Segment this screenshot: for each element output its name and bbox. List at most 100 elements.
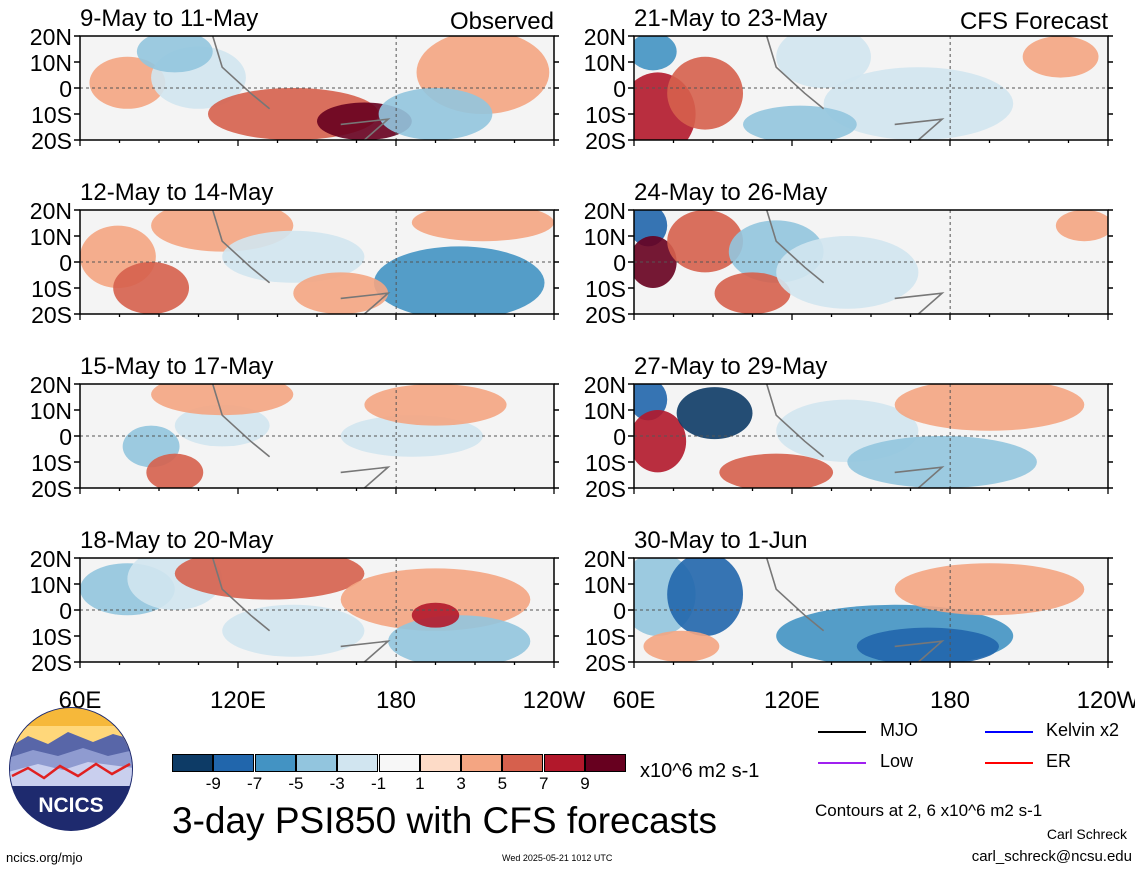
colorbar-tick-label: 1 — [415, 774, 425, 793]
lat-label: 0 — [613, 424, 626, 450]
panel-dates: 12-May to 14-May — [80, 179, 273, 206]
colorbar-swatch — [543, 754, 585, 772]
lat-label: 20S — [31, 302, 72, 328]
lat-label: 20N — [584, 198, 626, 224]
legend-low-label: Low — [880, 751, 914, 771]
site-link[interactable]: ncics.org/mjo — [6, 850, 83, 865]
lat-label: 10S — [31, 624, 72, 650]
coastline — [211, 384, 391, 488]
coastline — [765, 36, 945, 140]
colorbar-tick-label: -7 — [247, 774, 263, 793]
lat-label: 20N — [30, 372, 72, 398]
coastline — [211, 36, 391, 140]
coastline — [765, 210, 945, 314]
colorbar-units: x10^6 m2 s-1 — [640, 760, 760, 782]
panel-dates: 9-May to 11-May — [80, 5, 258, 32]
legend-low-line — [818, 762, 866, 764]
anomaly-shading — [80, 558, 531, 662]
legend-er-line — [985, 762, 1033, 764]
colorbar-swatch — [295, 754, 337, 772]
colorbar-tick-label: 5 — [497, 774, 508, 793]
lat-label: 10S — [585, 276, 626, 302]
panel-tag: CFS Forecast — [960, 8, 1108, 35]
colorbar-swatch — [585, 754, 626, 772]
legend-kelvin-label: Kelvin x2 — [1046, 720, 1120, 740]
colorbar-swatch — [502, 754, 544, 772]
lat-label: 20S — [31, 650, 72, 676]
lon-label: 120E — [210, 687, 266, 710]
figure-title: 3-day PSI850 with CFS forecasts — [172, 800, 717, 841]
colorbar-swatch — [378, 754, 420, 772]
colorbar-swatch — [337, 754, 379, 772]
lat-label: 20S — [585, 476, 626, 502]
lat-label: 20S — [31, 476, 72, 502]
colorbar-tick-label: -5 — [288, 774, 304, 793]
logo-text: NCICS — [38, 794, 103, 817]
lat-label: 0 — [613, 76, 626, 102]
lat-label: 20N — [584, 546, 626, 572]
lat-label: 10S — [585, 624, 626, 650]
legend-mjo-line — [818, 731, 866, 733]
lat-label: 20S — [585, 302, 626, 328]
lat-label: 20S — [585, 650, 626, 676]
timestamp: Wed 2025-05-21 1012 UTC — [502, 853, 613, 863]
lat-label: 0 — [613, 250, 626, 276]
anomaly-shading — [634, 384, 1085, 488]
lat-label: 10S — [585, 450, 626, 476]
lat-label: 0 — [59, 250, 72, 276]
colorbar-tick-label: -9 — [205, 774, 221, 793]
lat-label: 0 — [59, 598, 72, 624]
colorbar-tick-label: -3 — [329, 774, 345, 793]
legend-er-label: ER — [1046, 751, 1072, 771]
panel-dates: 30-May to 1-Jun — [634, 527, 807, 554]
anomaly-shading — [634, 210, 1108, 314]
lat-label: 0 — [59, 76, 72, 102]
anomaly-shading — [634, 36, 1099, 140]
lat-label: 20N — [30, 198, 72, 224]
lat-label: 10S — [31, 276, 72, 302]
colorbar-tick-label: -1 — [370, 774, 387, 793]
legend-kelvin-line — [985, 731, 1033, 733]
lat-label: 10N — [30, 224, 72, 250]
lat-label: 0 — [59, 424, 72, 450]
lat-label: 10N — [584, 224, 626, 250]
panel-dates: 21-May to 23-May — [634, 5, 827, 32]
contours-note: Contours at 2, 6 x10^6 m2 s-1 — [815, 801, 1043, 820]
colorbar-tick-label: 3 — [456, 774, 466, 793]
colorbar-swatch — [172, 754, 213, 772]
lon-label: 120E — [764, 687, 820, 710]
lat-label: 10N — [30, 50, 72, 76]
anomaly-shading — [634, 558, 1085, 662]
lat-label: 10N — [584, 572, 626, 598]
lat-label: 10S — [31, 450, 72, 476]
lon-label: 120W — [523, 687, 586, 710]
lat-label: 10N — [30, 572, 72, 598]
ncics-logo: NCICS — [9, 707, 133, 831]
colorbar-tick-label: 7 — [538, 774, 549, 793]
panel-dates: 18-May to 20-May — [80, 527, 273, 554]
coastline — [211, 558, 391, 662]
panel-dates: 15-May to 17-May — [80, 353, 273, 380]
lat-label: 20N — [584, 372, 626, 398]
lat-label: 10S — [31, 102, 72, 128]
legend-mjo-label: MJO — [880, 720, 918, 740]
author-email: carl_schreck@ncsu.edu — [971, 848, 1132, 865]
lon-label: 60E — [59, 687, 102, 710]
lat-label: 20N — [30, 546, 72, 572]
lat-label: 10N — [584, 398, 626, 424]
lat-label: 20N — [30, 24, 72, 50]
lat-label: 20S — [585, 128, 626, 154]
lon-label: 60E — [613, 687, 656, 710]
lat-label: 0 — [613, 598, 626, 624]
colorbar-swatch — [419, 754, 461, 772]
lat-label: 10S — [585, 102, 626, 128]
panel-dates: 27-May to 29-May — [634, 353, 827, 380]
